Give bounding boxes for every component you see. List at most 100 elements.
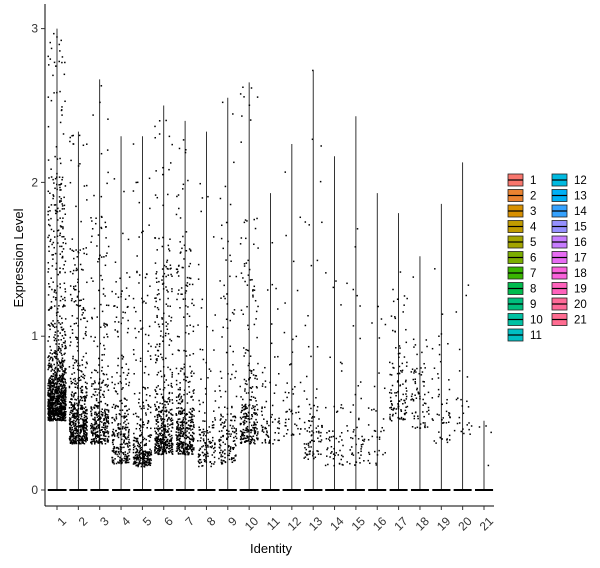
data-point [144,388,147,390]
data-point [63,389,66,392]
data-point [271,421,274,423]
data-point [182,489,185,491]
data-point [342,489,344,491]
data-point [138,446,140,448]
data-point [56,235,59,237]
data-point [401,371,403,373]
data-point [254,423,257,426]
data-point [95,420,97,423]
data-point [111,417,113,419]
data-point [179,413,182,415]
data-point [95,422,98,425]
data-point [84,332,87,335]
data-point [71,410,74,412]
data-point [76,428,78,431]
data-point [62,417,65,420]
data-point [393,407,395,410]
data-point [50,397,53,399]
data-point [169,447,171,450]
data-point [50,390,52,393]
data-point [138,282,140,284]
data-point [84,419,86,422]
data-point [94,436,97,439]
data-point [175,399,178,402]
data-point [402,489,405,491]
data-point [56,36,58,38]
data-point [375,462,377,465]
data-point [52,281,54,283]
data-point [460,398,462,401]
data-point [243,437,245,439]
data-point [135,456,137,459]
data-point [466,376,469,378]
data-point [222,326,224,329]
data-point [92,393,94,396]
data-point [75,322,77,325]
data-point [403,304,405,306]
data-point [232,113,234,115]
data-point [183,373,186,376]
data-point [57,370,59,373]
data-point [162,436,164,439]
data-point [205,461,208,463]
data-point [73,382,76,385]
data-point [50,382,52,385]
data-point [138,463,141,465]
data-point [235,444,237,447]
data-point [56,285,59,287]
data-point [113,435,116,437]
data-point [274,418,276,421]
data-point [187,420,190,422]
data-point [100,227,103,230]
data-point [145,460,147,463]
data-point [405,390,408,392]
x-tick-label: 3 [97,514,112,529]
data-point [100,303,102,306]
data-point [170,423,172,426]
data-point [186,446,188,448]
data-point [120,399,123,402]
data-point [202,434,205,437]
data-point [83,412,85,414]
data-point [81,364,84,366]
data-point [103,396,105,398]
data-point [262,383,264,385]
data-point [360,444,363,446]
data-point [463,489,465,491]
data-point [106,323,108,326]
data-point [243,96,245,98]
data-point [121,402,123,405]
data-point [76,434,79,437]
data-point [121,415,123,418]
data-point [182,450,185,453]
data-point [74,380,77,382]
data-point [346,461,348,463]
data-point [52,258,54,260]
data-point [255,412,258,415]
x-tick-label: 8 [204,514,219,529]
data-point [232,425,234,427]
data-point [51,396,54,399]
data-point [90,438,93,441]
data-point [240,422,242,425]
data-point [442,422,444,424]
data-point [135,461,137,464]
data-point [297,489,300,491]
data-point [56,353,59,356]
data-point [307,442,310,445]
data-point [91,371,93,374]
data-point [57,229,60,232]
data-point [58,387,60,390]
data-point [100,417,102,419]
data-point [77,440,80,443]
data-point [417,415,419,417]
data-point [155,431,158,434]
data-point [122,311,124,313]
data-point [179,307,181,309]
data-point [161,422,163,425]
data-point [91,316,93,319]
data-point [72,413,74,415]
data-point [70,407,73,409]
data-point [77,250,79,253]
data-point [180,287,183,289]
